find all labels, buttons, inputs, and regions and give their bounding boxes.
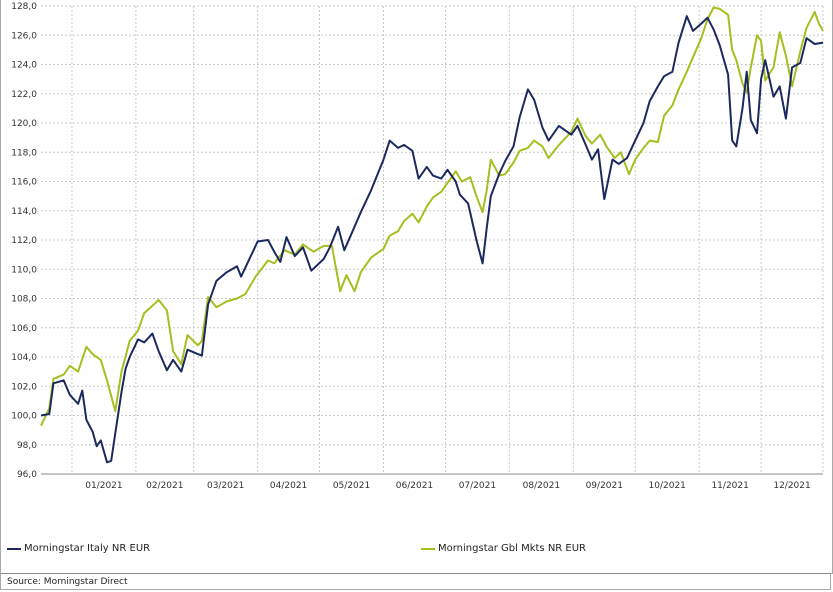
- line-chart: 96,0 98,0 100,0 102,0 104,0 106,0 108,0 110,0 11…: [11, 2, 824, 491]
- y-tick-label: 104,0: [11, 353, 37, 363]
- y-tick-label: 118,0: [11, 148, 37, 158]
- chart-frame: 96,0 98,0 100,0 102,0 104,0 106,0 108,0 110,0 11…: [0, 0, 833, 574]
- x-tick-label: 04/2021: [270, 481, 307, 491]
- x-tick-label: 06/2021: [396, 481, 433, 491]
- y-tick-label: 122,0: [11, 90, 37, 100]
- y-tick-label: 116,0: [11, 178, 37, 188]
- x-tick-label: 09/2021: [586, 481, 623, 491]
- x-tick-label: 05/2021: [333, 481, 370, 491]
- y-tick-label: 102,0: [11, 382, 37, 392]
- x-tick-label: 11/2021: [711, 481, 748, 491]
- legend-item-italy: Morningstar Italy NR EUR: [7, 543, 150, 554]
- legend-swatch-gbl: [421, 547, 435, 550]
- series-line-gbl: [40, 6, 824, 427]
- y-tick-label: 106,0: [11, 324, 37, 334]
- x-tick-label: 08/2021: [523, 481, 560, 491]
- x-tick-label: 10/2021: [649, 481, 686, 491]
- x-tick-label: 03/2021: [207, 481, 244, 491]
- source-note: Source: Morningstar Direct: [0, 573, 831, 590]
- x-tick-label: 07/2021: [459, 481, 496, 491]
- y-tick-label: 128,0: [11, 2, 37, 12]
- y-tick-label: 120,0: [11, 119, 37, 129]
- y-tick-label: 110,0: [11, 265, 37, 275]
- x-tick-label: 12/2021: [773, 481, 810, 491]
- y-tick-label: 100,0: [11, 412, 37, 422]
- y-tick-label: 112,0: [11, 236, 37, 246]
- y-tick-label: 126,0: [11, 31, 37, 41]
- legend-swatch-italy: [7, 547, 21, 550]
- x-tick-label: 01/2021: [85, 481, 122, 491]
- y-tick-label: 96,0: [17, 470, 37, 480]
- y-tick-label: 108,0: [11, 295, 37, 305]
- legend-label-gbl: Morningstar Gbl Mkts NR EUR: [438, 543, 587, 554]
- legend-item-gbl: Morningstar Gbl Mkts NR EUR: [421, 543, 586, 554]
- x-tick-label: 02/2021: [146, 481, 183, 491]
- y-tick-label: 98,0: [17, 441, 37, 451]
- y-tick-label: 114,0: [11, 207, 37, 217]
- y-tick-label: 124,0: [11, 61, 37, 71]
- series-line-italy: [40, 15, 824, 464]
- legend-label-italy: Morningstar Italy NR EUR: [24, 543, 151, 554]
